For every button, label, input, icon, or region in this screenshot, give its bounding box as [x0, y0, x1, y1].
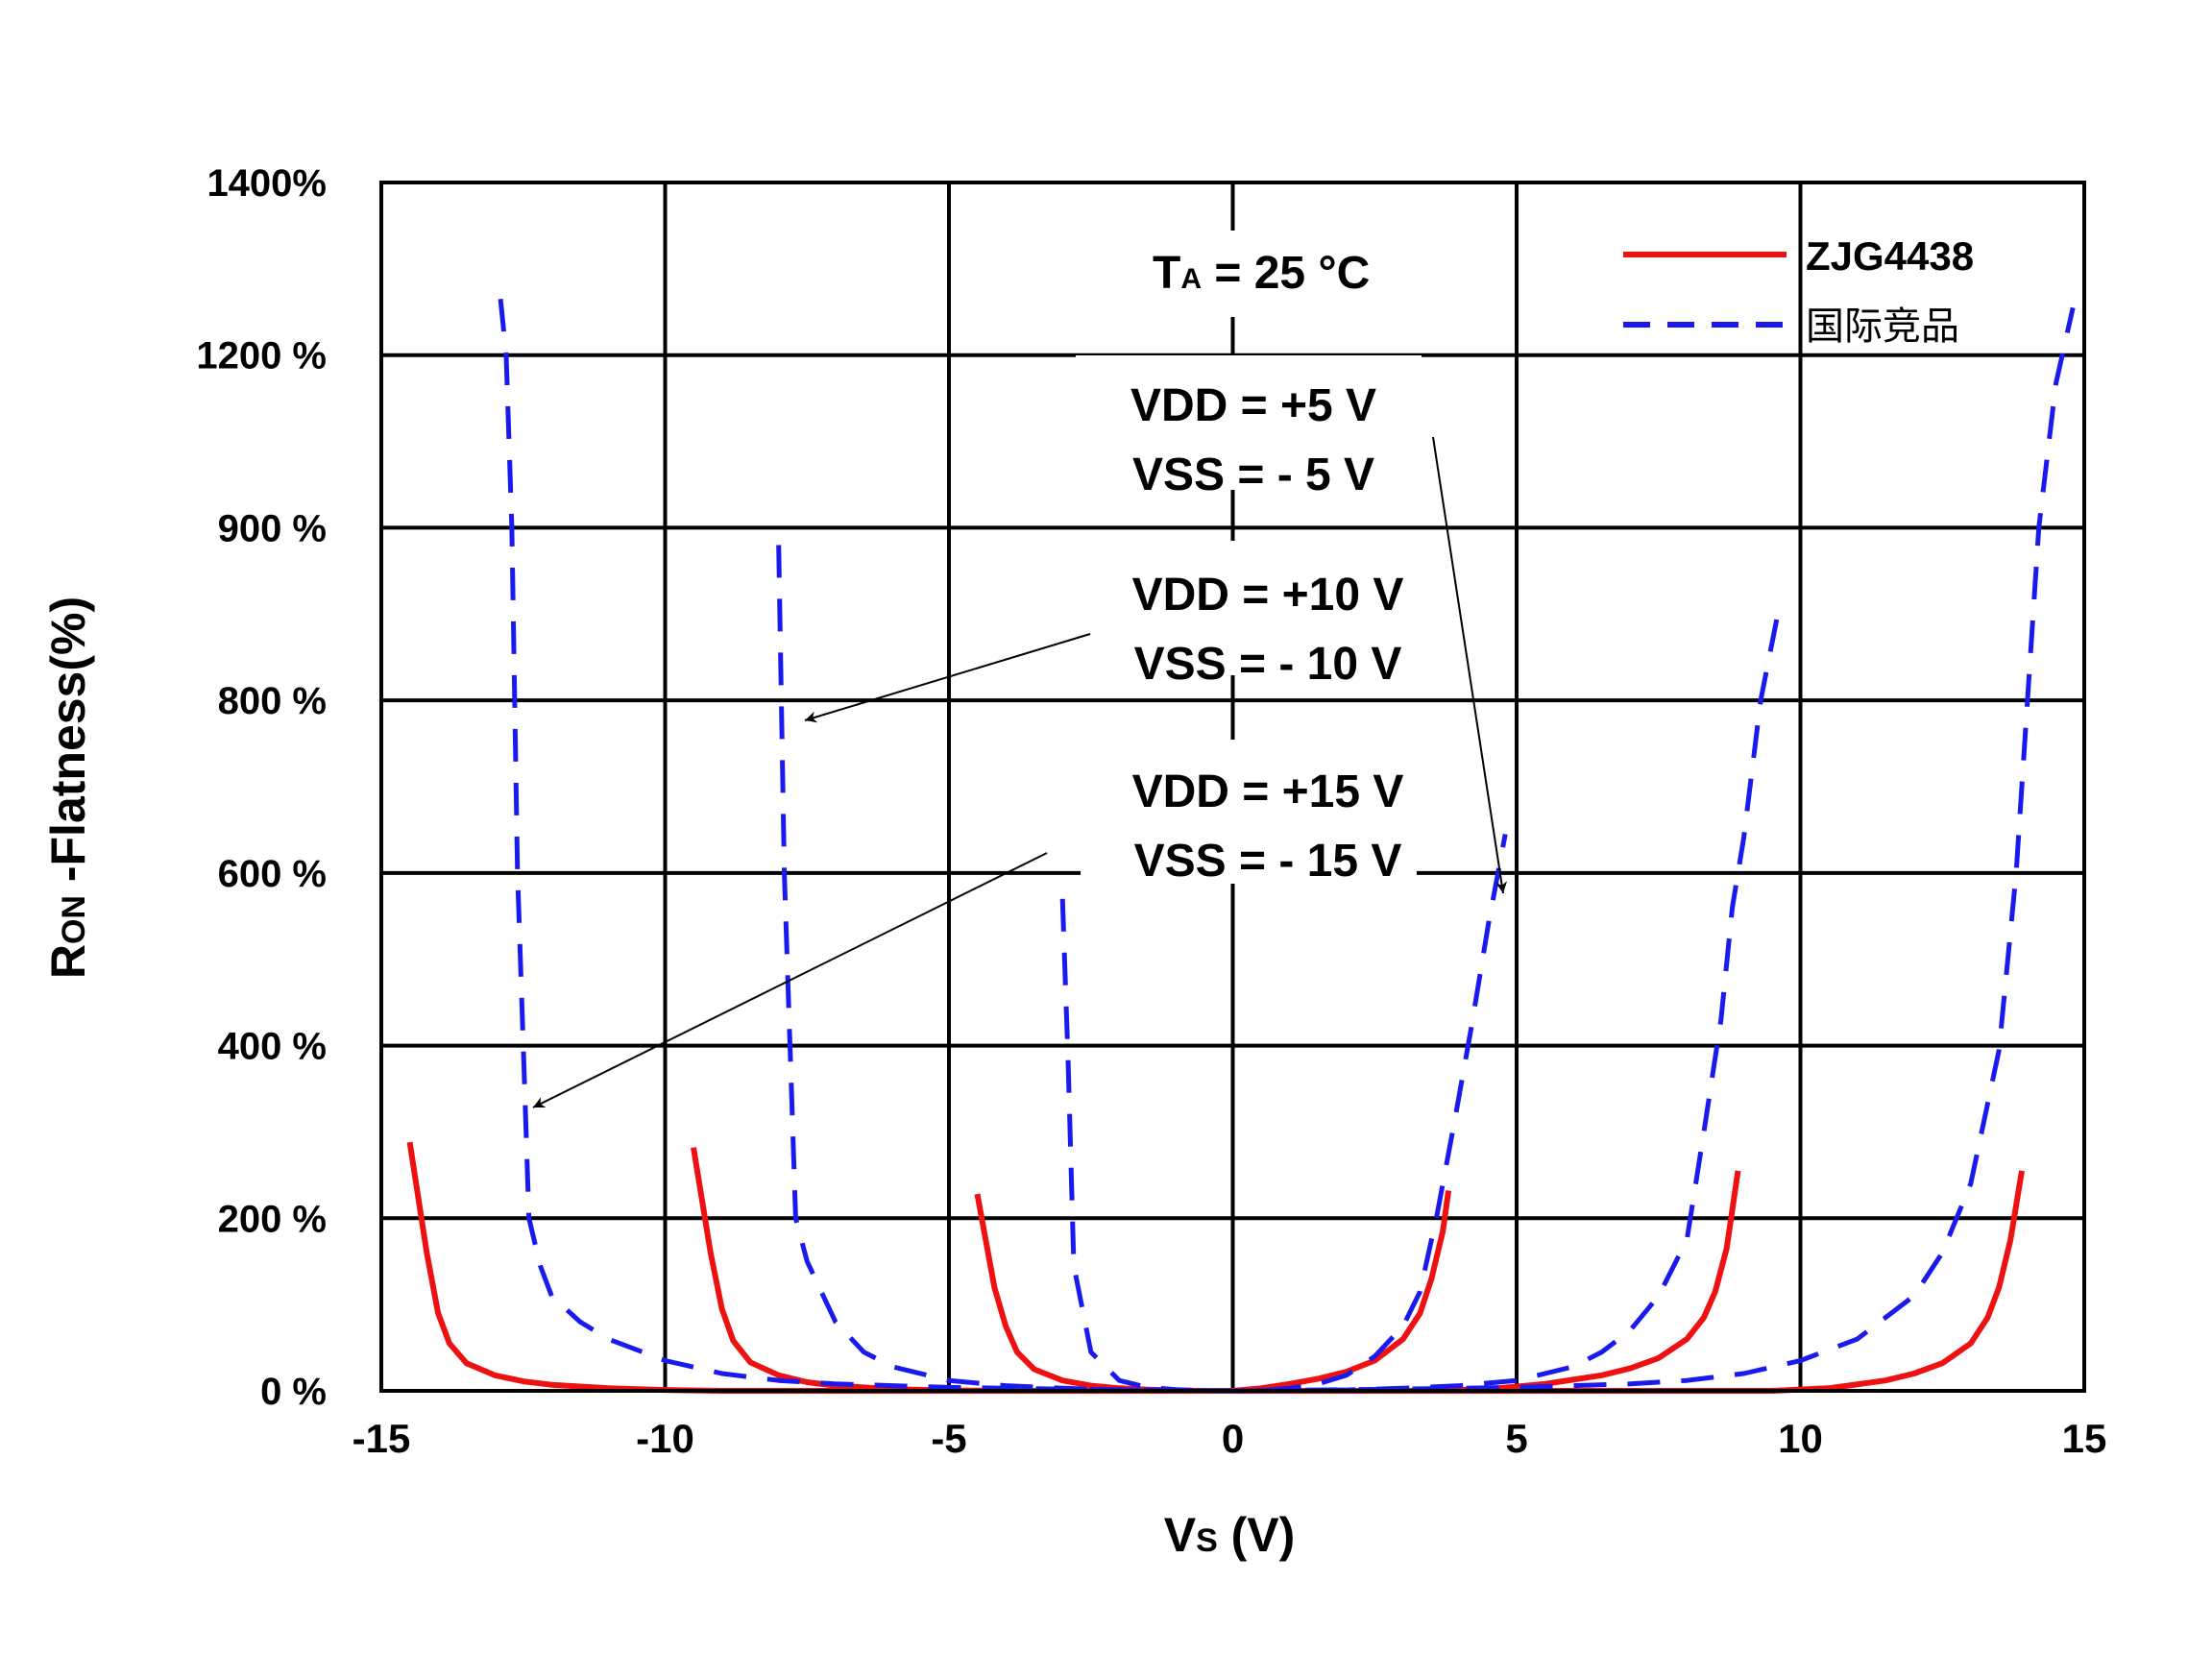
legend-label-zjg4438: ZJG4438: [1806, 233, 1974, 279]
x-tick-label: 10: [1778, 1416, 1823, 1461]
y-tick-label: 0 %: [260, 1371, 327, 1413]
y-tick-label: 1200 %: [196, 335, 327, 377]
y-tick-label: 1400%: [207, 162, 327, 205]
y-tick-label: 400 %: [218, 1026, 327, 1068]
series-competitor-15v: [498, 299, 2076, 1394]
x-tick-label: 15: [2062, 1416, 2107, 1461]
y-gridlines: [381, 353, 2084, 1221]
plot-frame: [379, 181, 2086, 1393]
vdd-15v-label: VDD = +15 V: [1132, 766, 1404, 817]
arrow-10v: [804, 633, 1091, 723]
x-tick-label: -5: [931, 1416, 966, 1461]
x-tick-label: 0: [1222, 1416, 1244, 1461]
x-axis-title: VS (V): [1164, 1508, 1296, 1562]
arrow-15v: [532, 852, 1048, 1108]
y-tick-labels: 0 % 200 % 400 % 600 % 800 % 900 % 1200 % 1400%: [196, 162, 327, 1413]
x-tick-label: -10: [636, 1416, 694, 1461]
y-tick-label: 200 %: [218, 1198, 327, 1240]
x-tick-labels: -15 -10 -5 0 5 10 15: [352, 1416, 2107, 1461]
y-tick-label: 900 %: [218, 507, 327, 549]
legend-label-competitor: 国际竞品: [1806, 304, 1959, 349]
vss-10v-label: VSS = - 10 V: [1134, 639, 1402, 690]
legend: ZJG4438 国际竞品: [1623, 233, 1974, 349]
vss-15v-label: VSS = - 15 V: [1134, 836, 1402, 887]
y-axis-title: RON -Flatness(%): [41, 596, 95, 979]
annotation-masks: [1076, 231, 1422, 884]
x-tick-label: -15: [352, 1416, 411, 1461]
x-tick-label: 5: [1505, 1416, 1527, 1461]
vdd-5v-label: VDD = +5 V: [1130, 380, 1376, 431]
y-tick-label: 800 %: [218, 680, 327, 722]
vdd-10v-label: VDD = +10 V: [1132, 570, 1404, 620]
series-competitor-10v: [776, 545, 1781, 1394]
temperature-annotation: TA = 25 °C: [1153, 248, 1370, 299]
arrow-5v: [1432, 436, 1508, 894]
y-tick-label: 600 %: [218, 853, 327, 895]
vss-5v-label: VSS = - 5 V: [1132, 450, 1374, 500]
